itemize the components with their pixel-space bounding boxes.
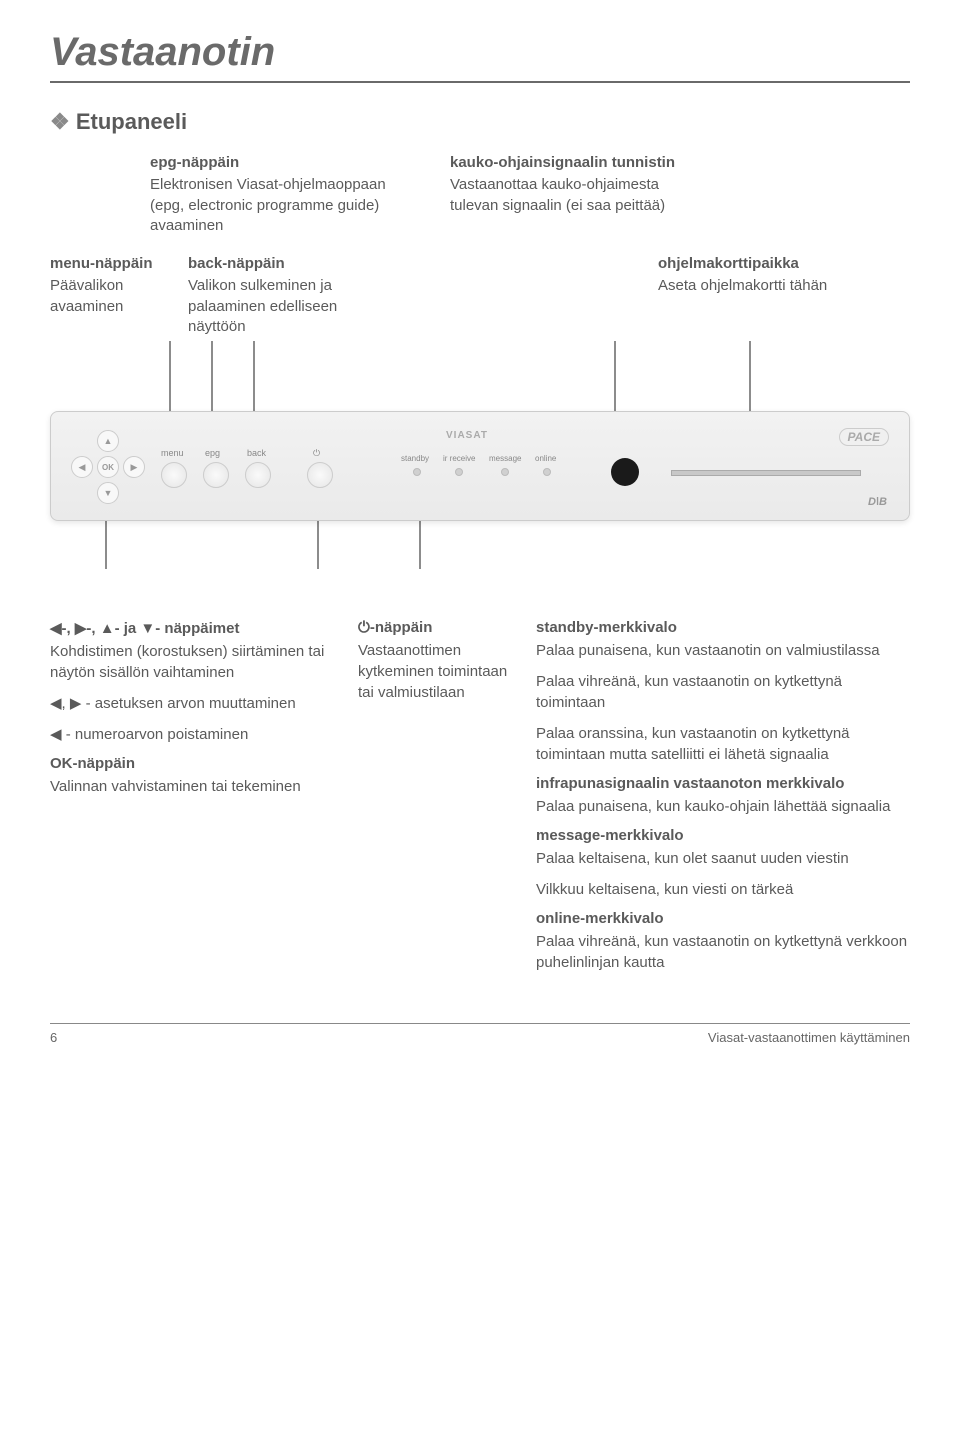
- arrows-l1: Kohdistimen (korostuksen) siirtäminen ta…: [50, 641, 330, 683]
- callout-signal-desc: Vastaanottaa kauko-ohjaimesta tulevan si…: [450, 175, 690, 216]
- callout-card-desc: Aseta ohjelmakortti tähän: [658, 276, 878, 296]
- ir-desc: Palaa punaisena, kun kauko-ohjain lähett…: [536, 796, 910, 817]
- online-desc: Palaa vihreänä, kun vastaanotin on kytke…: [536, 931, 910, 973]
- footer-label: Viasat-vastaanottimen käyttäminen: [708, 1030, 910, 1045]
- callout-card-title: ohjelmakorttipaikka: [658, 254, 878, 274]
- card-slot[interactable]: [671, 470, 861, 476]
- standby-l2: Palaa vihreänä, kun vastaanotin on kytke…: [536, 671, 910, 713]
- bottom-left-col: ◀-, ▶-, ▲- ja ▼- näppäimet Kohdistimen (…: [50, 619, 330, 983]
- standby-l1: Palaa punaisena, kun vastaanotin on valm…: [536, 640, 910, 661]
- bottom-right-col: standby-merkkivalo Palaa punaisena, kun …: [536, 619, 910, 983]
- dpad-up[interactable]: ▲: [97, 430, 119, 452]
- callout-menu-title: menu-näppäin: [50, 254, 188, 274]
- footer: 6 Viasat-vastaanottimen käyttäminen: [50, 1023, 910, 1045]
- dpad-left[interactable]: ◀: [71, 456, 93, 478]
- arrows-title: ◀-, ▶-, ▲- ja ▼- näppäimet: [50, 619, 330, 637]
- bottom-section: ◀-, ▶-, ▲- ja ▼- näppäimet Kohdistimen (…: [50, 619, 910, 983]
- power-button[interactable]: [307, 462, 333, 488]
- msg-l1: Palaa keltaisena, kun olet saanut uuden …: [536, 848, 910, 869]
- top-callouts-row2: menu-näppäin Päävalikon avaaminen back-n…: [50, 254, 910, 337]
- ir-led-label: ir receive: [443, 454, 475, 463]
- epg-btn-label: epg: [205, 448, 220, 458]
- callout-menu: menu-näppäin Päävalikon avaaminen: [50, 254, 188, 337]
- callout-back-desc: Valikon sulkeminen ja palaaminen edellis…: [188, 276, 368, 337]
- dvb-logo: DǀB: [868, 496, 887, 508]
- power-title: ⏻-näppäin: [358, 619, 508, 636]
- ir-sensor: [611, 458, 639, 486]
- ok-title: OK-näppäin: [50, 755, 330, 772]
- callout-back-title: back-näppäin: [188, 254, 368, 274]
- dpad: ▲ ▼ ◀ ▶ OK: [71, 430, 145, 504]
- message-led: [501, 468, 509, 476]
- message-led-label: message: [489, 454, 521, 463]
- callout-epg-desc: Elektronisen Viasat-ohjelmaoppaan (epg, …: [150, 175, 410, 236]
- standby-led: [413, 468, 421, 476]
- pace-logo: PACE: [839, 428, 889, 446]
- callout-epg-title: epg-näppäin: [150, 153, 410, 173]
- arrows-l2: ◀, ▶ - asetuksen arvon muuttaminen: [50, 693, 330, 714]
- section-heading: Etupaneeli: [50, 109, 910, 135]
- callout-card: ohjelmakorttipaikka Aseta ohjelmakortti …: [658, 254, 878, 337]
- receiver-device: ▲ ▼ ◀ ▶ OK menu epg back ⏻ VIASAT standb…: [50, 411, 910, 521]
- callout-epg: epg-näppäin Elektronisen Viasat-ohjelmao…: [150, 153, 410, 236]
- msg-title: message-merkkivalo: [536, 827, 910, 844]
- standby-l3: Palaa oranssina, kun vastaanotin on kytk…: [536, 723, 910, 765]
- back-button[interactable]: [245, 462, 271, 488]
- callout-menu-desc: Päävalikon avaaminen: [50, 276, 188, 317]
- power-btn-label: ⏻: [313, 448, 320, 459]
- footer-page: 6: [50, 1030, 57, 1045]
- menu-btn-label: menu: [161, 448, 184, 458]
- menu-button[interactable]: [161, 462, 187, 488]
- back-btn-label: back: [247, 448, 266, 458]
- standby-title: standby-merkkivalo: [536, 619, 910, 636]
- online-led: [543, 468, 551, 476]
- callout-back: back-näppäin Valikon sulkeminen ja palaa…: [188, 254, 368, 337]
- arrows-l3: ◀ - numeroarvon poistaminen: [50, 724, 330, 745]
- dpad-right[interactable]: ▶: [123, 456, 145, 478]
- dpad-down[interactable]: ▼: [97, 482, 119, 504]
- viasat-logo: VIASAT: [446, 430, 488, 441]
- ok-desc: Valinnan vahvistaminen tai tekeminen: [50, 776, 330, 797]
- connector-lines-top: [50, 341, 910, 411]
- power-desc: Vastaanottimen kytkeminen toimintaan tai…: [358, 640, 508, 703]
- dpad-ok[interactable]: OK: [97, 456, 119, 478]
- top-callouts-row1: epg-näppäin Elektronisen Viasat-ohjelmao…: [150, 153, 910, 236]
- page-title: Vastaanotin: [50, 30, 910, 83]
- online-title: online-merkkivalo: [536, 910, 910, 927]
- epg-button[interactable]: [203, 462, 229, 488]
- standby-led-label: standby: [401, 454, 429, 463]
- online-led-label: online: [535, 454, 556, 463]
- bottom-mid-col: ⏻-näppäin Vastaanottimen kytkeminen toim…: [358, 619, 508, 983]
- ir-led: [455, 468, 463, 476]
- msg-l2: Vilkkuu keltaisena, kun viesti on tärkeä: [536, 879, 910, 900]
- callout-signal-title: kauko-ohjainsignaalin tunnistin: [450, 153, 690, 173]
- callout-signal: kauko-ohjainsignaalin tunnistin Vastaano…: [450, 153, 690, 236]
- ir-title: infrapunasignaalin vastaanoton merkkival…: [536, 775, 910, 792]
- connector-lines-bottom: [50, 519, 910, 569]
